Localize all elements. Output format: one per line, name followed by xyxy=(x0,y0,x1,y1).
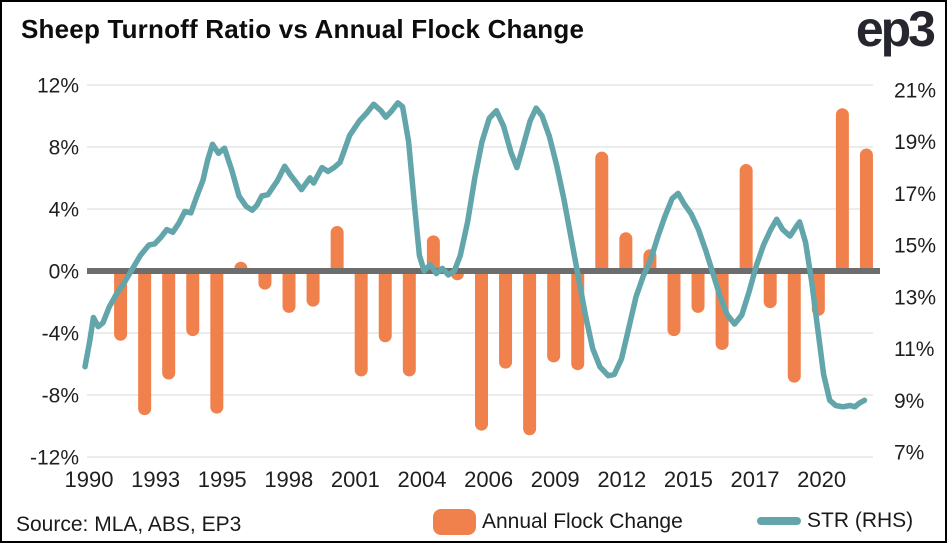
ep3-logo: ep3 xyxy=(855,1,936,57)
x-axis-tick: 1993 xyxy=(131,467,180,492)
x-axis-tick: 2017 xyxy=(731,467,780,492)
bar-2012 xyxy=(619,232,633,273)
bar-1993 xyxy=(162,269,176,380)
bar-1997 xyxy=(258,269,272,290)
bar-2021 xyxy=(835,108,849,274)
chart-footer: Source: MLA, ABS, EP3 Annual Flock Chang… xyxy=(2,505,945,541)
x-axis-tick: 2004 xyxy=(398,467,447,492)
right-axis-tick: 19% xyxy=(894,131,936,154)
legend-label: Annual Flock Change xyxy=(482,510,683,533)
right-axis-tick: 7% xyxy=(894,442,924,465)
bar-2001 xyxy=(354,269,368,377)
left-axis-tick: -8% xyxy=(42,385,79,408)
right-axis-tick: 15% xyxy=(894,235,936,258)
left-axis-tick: 8% xyxy=(49,137,79,160)
bar-2008 xyxy=(523,269,537,436)
x-axis-tick: 1990 xyxy=(65,467,114,492)
chart-title: Sheep Turnoff Ratio vs Annual Flock Chan… xyxy=(21,14,585,44)
bar-2003 xyxy=(402,269,416,377)
x-axis-tick: 1998 xyxy=(264,467,313,492)
legend-label: STR (RHS) xyxy=(807,509,914,532)
bar-1995 xyxy=(210,269,224,414)
bar-2007 xyxy=(499,269,513,369)
left-axis-tick: 4% xyxy=(49,199,79,222)
legend-item-annual-flock-change: Annual Flock Change xyxy=(433,509,683,535)
x-axis-tick: 1995 xyxy=(198,467,247,492)
bar-1999 xyxy=(306,269,320,307)
left-axis-tick: -12% xyxy=(30,447,79,470)
x-axis-tick: 2020 xyxy=(797,467,846,492)
str-line xyxy=(82,100,868,410)
bar-1998 xyxy=(282,269,296,313)
x-axis-tick: 2001 xyxy=(331,467,380,492)
bar-2017 xyxy=(739,164,753,273)
source-text: Source: MLA, ABS, EP3 xyxy=(16,513,242,536)
x-axis-tick: 2009 xyxy=(531,467,580,492)
bar-2009 xyxy=(547,269,561,363)
bar-2014 xyxy=(667,269,681,337)
right-axis-tick: 17% xyxy=(894,183,936,206)
right-axis-tick: 21% xyxy=(894,80,936,103)
right-axis-tick: 11% xyxy=(894,338,934,361)
bar-2006 xyxy=(474,269,488,431)
bar-2015 xyxy=(691,269,705,313)
bar-2019 xyxy=(787,269,801,383)
x-axis-tick: 2015 xyxy=(664,467,713,492)
bar-2002 xyxy=(378,269,392,343)
right-axis-tick: 13% xyxy=(894,286,936,309)
bar-1994 xyxy=(186,269,200,337)
bar-2018 xyxy=(763,269,777,309)
bar-2022 xyxy=(859,148,873,273)
left-axis-tick: 12% xyxy=(37,75,79,98)
line-swatch-icon xyxy=(757,517,801,525)
x-axis-tick: 2006 xyxy=(464,467,513,492)
bar-swatch-icon xyxy=(433,509,476,535)
x-axis-tick: 2012 xyxy=(597,467,646,492)
right-axis-tick: 9% xyxy=(894,390,924,413)
left-axis-tick: 0% xyxy=(49,261,79,284)
bar-2000 xyxy=(330,226,344,273)
bar-2011 xyxy=(595,151,609,273)
bar-1992 xyxy=(138,269,152,416)
left-axis-tick: -4% xyxy=(42,323,79,346)
legend-item-str-rhs: STR (RHS) xyxy=(757,509,913,533)
